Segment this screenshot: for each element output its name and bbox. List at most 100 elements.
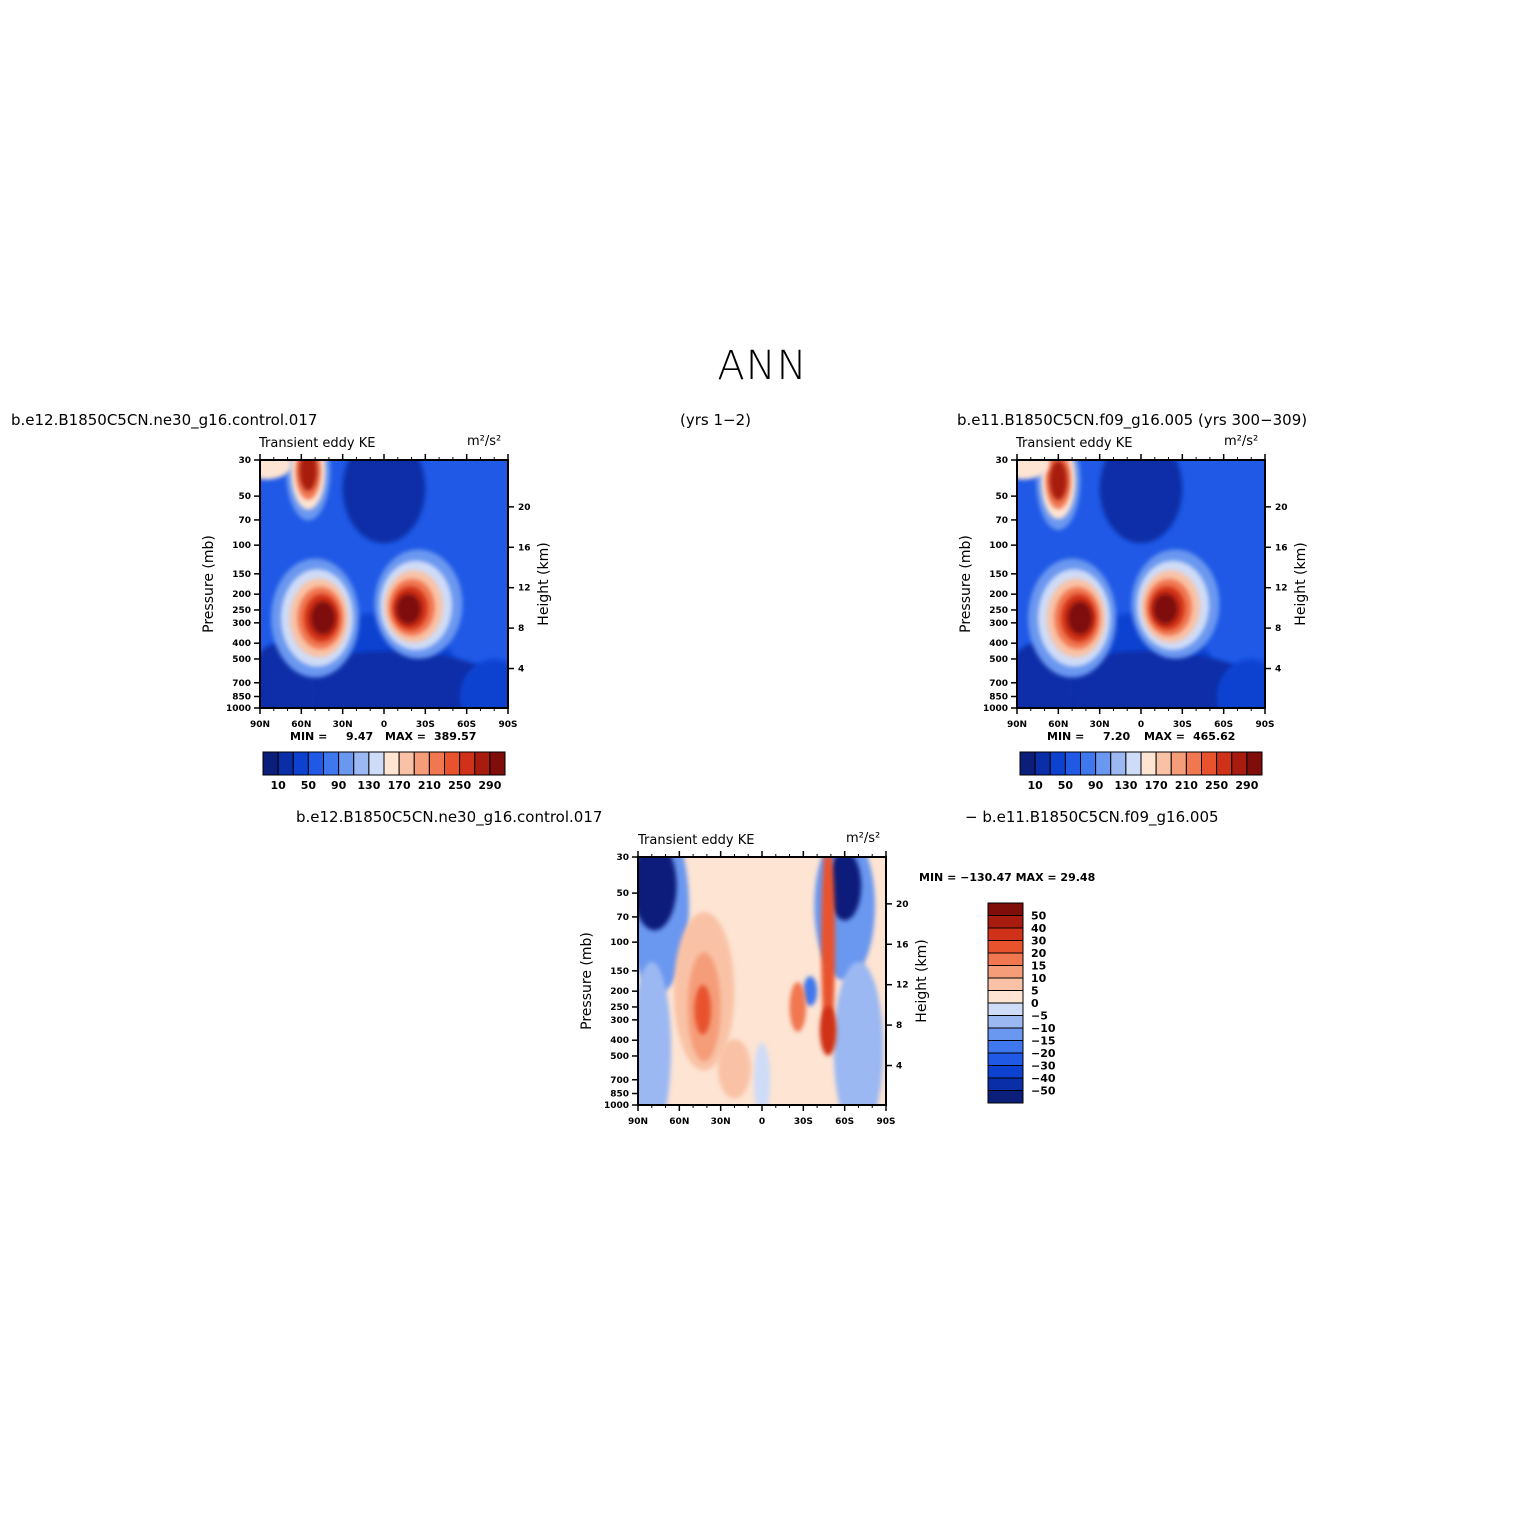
colorbar-swatch	[368, 751, 385, 776]
diff-south-core	[828, 857, 862, 921]
pressure-tick-label: 850	[610, 1090, 629, 1100]
pressure-tick-label: 150	[610, 967, 629, 977]
lat-tick-label: 90N	[628, 1117, 648, 1127]
height-tick-label: 20	[518, 503, 531, 513]
colorbar-swatch	[307, 751, 324, 776]
colorbar-swatch	[987, 990, 1024, 1004]
pressure-tick-label: 250	[232, 606, 251, 616]
diff-pos-south	[789, 982, 807, 1032]
pressure-tick-label: 1000	[604, 1101, 629, 1111]
left-case-label: b.e12.B1850C5CN.ne30_g16.control.017	[11, 411, 318, 429]
pressure-tick-label: 50	[616, 889, 629, 899]
colorbar-label: 290	[478, 779, 501, 792]
colorbar-swatch	[1049, 751, 1066, 776]
colorbar-swatch	[987, 1052, 1024, 1066]
colorbar-label: 250	[448, 779, 471, 792]
pressure-tick-label: 1000	[983, 704, 1008, 714]
diff-case-a-label: b.e12.B1850C5CN.ne30_g16.control.017	[296, 808, 603, 826]
panel1-max-label: MAX =	[385, 730, 426, 743]
height-tick-label: 16	[1275, 543, 1288, 553]
panel2-field	[1017, 460, 1265, 708]
diff-north-lower	[638, 961, 672, 1105]
pressure-tick-label: 100	[232, 541, 251, 551]
colorbar-swatch	[987, 965, 1024, 979]
colorbar-label: −50	[1031, 1085, 1056, 1098]
field-contour-north	[1153, 593, 1178, 625]
colorbar-swatch	[1140, 751, 1157, 776]
colorbar-swatch	[1155, 751, 1172, 776]
diff-jet-core	[819, 1005, 837, 1056]
pressure-tick-label: 850	[232, 693, 251, 703]
colorbar-label: 250	[1205, 779, 1228, 792]
pressure-tick-label: 400	[989, 639, 1008, 649]
panel1-min-label: MIN =	[290, 730, 328, 743]
colorbar-swatch	[1216, 751, 1233, 776]
lat-tick-label: 90S	[1255, 720, 1274, 730]
colorbar-swatch	[1110, 751, 1127, 776]
pressure-tick-label: 200	[989, 590, 1008, 600]
lat-tick-label: 30S	[416, 720, 435, 730]
pressure-tick-label: 50	[238, 492, 251, 502]
colorbar-label: 90	[331, 779, 347, 792]
diff-pos-core	[694, 984, 712, 1035]
lat-tick-label: 30N	[1090, 720, 1110, 730]
colorbar-swatch	[277, 751, 294, 776]
pressure-tick-label: 150	[989, 570, 1008, 580]
left-years-label: (yrs 1−2)	[680, 411, 751, 429]
colorbar-swatch	[987, 927, 1024, 941]
pressure-tick-label: 100	[989, 541, 1008, 551]
panel3-minmax-label: MIN = −130.47 MAX = 29.48	[919, 871, 1096, 884]
pressure-tick-label: 700	[610, 1076, 629, 1086]
colorbar-label: 10	[270, 779, 286, 792]
colorbar-swatch	[1080, 751, 1097, 776]
pressure-tick-label: 500	[232, 655, 251, 665]
colorbar-swatch	[1034, 751, 1051, 776]
colorbar-label: 30	[1031, 935, 1047, 948]
pressure-tick-label: 850	[989, 693, 1008, 703]
colorbar-label: 10	[1031, 972, 1047, 985]
colorbar-label: 5	[1031, 985, 1039, 998]
colorbar-swatch	[413, 751, 430, 776]
colorbar-swatch	[987, 940, 1024, 954]
colorbar-label: 170	[388, 779, 411, 792]
panel3-variable-label: Transient eddy KE	[638, 833, 755, 848]
panel1-units-label: m²/s²	[467, 434, 502, 449]
y-axis-title-height: Height (km)	[536, 542, 552, 625]
pressure-tick-label: 200	[232, 590, 251, 600]
colorbar-swatch	[323, 751, 340, 776]
height-tick-label: 4	[896, 1062, 902, 1072]
height-tick-label: 12	[518, 584, 531, 594]
panel2-min-label: MIN =	[1047, 730, 1085, 743]
panel2-min-value: 7.20	[1103, 730, 1131, 743]
colorbar-swatch	[1095, 751, 1112, 776]
colorbar-swatch	[1064, 751, 1081, 776]
pressure-tick-label: 70	[995, 516, 1008, 526]
pressure-tick-label: 70	[616, 913, 629, 923]
diff-case-b-label: − b.e11.B1850C5CN.f09_g16.005	[965, 808, 1219, 826]
colorbar-swatch	[987, 915, 1024, 929]
colorbar-swatch	[987, 1002, 1024, 1016]
lat-tick-label: 0	[381, 720, 387, 730]
colorbar-label: −20	[1031, 1047, 1056, 1060]
lat-tick-label: 30N	[711, 1117, 731, 1127]
panel1-variable-label: Transient eddy KE	[259, 436, 376, 451]
diff-pos-low	[717, 1039, 751, 1099]
pressure-tick-label: 700	[989, 679, 1008, 689]
field-contour-strat	[299, 460, 318, 491]
colorbar-label: −15	[1031, 1035, 1056, 1048]
lat-tick-label: 0	[759, 1117, 765, 1127]
panel1-min-value: 9.47	[346, 730, 374, 743]
colorbar-label: 90	[1088, 779, 1104, 792]
panel1-max-value: 389.57	[434, 730, 477, 743]
colorbar-swatch	[1125, 751, 1142, 776]
colorbar-swatch	[987, 902, 1024, 916]
diff-north-core	[638, 857, 677, 931]
colorbar-swatch	[459, 751, 476, 776]
colorbar-label: 10	[1027, 779, 1043, 792]
colorbar-swatch	[987, 952, 1024, 966]
colorbar-label: −5	[1031, 1010, 1048, 1023]
panel2-max-value: 465.62	[1193, 730, 1236, 743]
panel2-variable-label: Transient eddy KE	[1016, 436, 1133, 451]
field-low-north	[459, 659, 508, 708]
